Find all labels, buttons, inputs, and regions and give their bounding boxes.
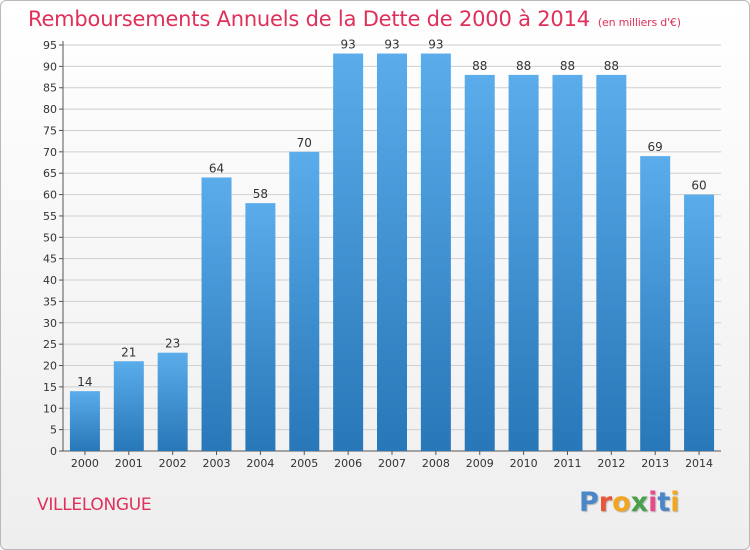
brand-logo-letter: P bbox=[579, 487, 599, 518]
y-tick-label: 75 bbox=[43, 124, 57, 137]
y-tick-label: 30 bbox=[43, 317, 57, 330]
bar-2000 bbox=[69, 391, 100, 451]
x-tick-label-2006: 2006 bbox=[334, 457, 362, 470]
x-tick-label-2005: 2005 bbox=[290, 457, 318, 470]
y-tick-label: 55 bbox=[43, 210, 57, 223]
x-tick-label-2000: 2000 bbox=[71, 457, 99, 470]
bar-2006 bbox=[333, 53, 364, 452]
y-tick-label: 50 bbox=[43, 231, 57, 244]
bar-2005 bbox=[289, 151, 320, 451]
x-tick-label-2012: 2012 bbox=[597, 457, 625, 470]
data-label-2003: 64 bbox=[209, 161, 224, 175]
y-tick-label: 95 bbox=[43, 39, 57, 52]
axes: 0 5 10 15 20 25 30 35 40 45 50 55 60 65 70 75 80 85 90 95 20… bbox=[43, 39, 721, 470]
y-tick-label: 45 bbox=[43, 253, 57, 266]
x-tick-label-2014: 2014 bbox=[685, 457, 713, 470]
data-label-2010: 88 bbox=[516, 59, 531, 73]
bar-2003 bbox=[201, 177, 232, 452]
data-label-2014: 60 bbox=[691, 179, 706, 193]
y-tick-label: 40 bbox=[43, 274, 57, 287]
y-tick-label: 20 bbox=[43, 360, 57, 373]
bar-2007 bbox=[377, 53, 407, 452]
bar-2011 bbox=[552, 74, 583, 452]
x-tick-label-2002: 2002 bbox=[159, 457, 187, 470]
y-tick-label: 70 bbox=[43, 146, 57, 159]
x-tick-label-2004: 2004 bbox=[246, 457, 274, 470]
y-tick-label: 80 bbox=[43, 103, 57, 116]
chart-title-text: Remboursements Annuels de la Dette de 20… bbox=[28, 7, 590, 31]
y-tick-label: 0 bbox=[50, 445, 57, 458]
y-tick-label: 25 bbox=[43, 338, 57, 351]
bar-2002 bbox=[157, 352, 188, 451]
data-label-2009: 88 bbox=[472, 59, 487, 73]
y-tick-label: 10 bbox=[43, 402, 57, 415]
chart-subtitle: (en milliers d'€) bbox=[597, 16, 681, 29]
data-labels: 14 21 23 64 58 70 93 93 93 88 88 88 88 69 60 bbox=[77, 38, 706, 390]
bar-2008 bbox=[420, 53, 451, 452]
bar-2014 bbox=[684, 194, 715, 451]
brand-logo-letter: t bbox=[657, 487, 671, 518]
data-label-2008: 93 bbox=[428, 38, 443, 52]
y-tick-label: 90 bbox=[43, 60, 57, 73]
brand-logo-letter: x bbox=[630, 487, 649, 518]
data-label-2004: 58 bbox=[253, 187, 268, 201]
data-label-2012: 88 bbox=[604, 59, 619, 73]
x-tick-label-2011: 2011 bbox=[553, 457, 581, 470]
bar-2013 bbox=[640, 156, 671, 451]
y-tick-label: 5 bbox=[50, 424, 57, 437]
brand-logo-letter: i bbox=[648, 487, 658, 518]
brand-logo: Proxiti bbox=[579, 487, 680, 518]
bar-2004 bbox=[245, 203, 276, 451]
data-label-2011: 88 bbox=[560, 59, 575, 73]
x-tick-label-2007: 2007 bbox=[378, 457, 406, 470]
y-tick-label: 60 bbox=[43, 189, 57, 202]
bar-2012 bbox=[596, 74, 627, 452]
x-tick-label-2001: 2001 bbox=[115, 457, 143, 470]
brand-logo-letter: i bbox=[670, 487, 680, 518]
x-tick-label-2008: 2008 bbox=[422, 457, 450, 470]
x-tick-label-2009: 2009 bbox=[466, 457, 494, 470]
data-label-2007: 93 bbox=[384, 38, 399, 52]
chart-title: Remboursements Annuels de la Dette de 20… bbox=[28, 7, 681, 31]
x-tick-label-2013: 2013 bbox=[641, 457, 669, 470]
y-tick-label: 85 bbox=[43, 82, 57, 95]
brand-logo-letter: r bbox=[598, 487, 613, 518]
y-tick-label: 35 bbox=[43, 295, 57, 308]
data-label-2002: 23 bbox=[165, 337, 180, 351]
bar-2009 bbox=[464, 74, 495, 452]
brand-logo-letter: o bbox=[612, 487, 631, 518]
data-label-2013: 69 bbox=[648, 140, 663, 154]
y-tick-label: 15 bbox=[43, 381, 57, 394]
bar-2001 bbox=[113, 361, 144, 451]
y-tick-label: 65 bbox=[43, 167, 57, 180]
data-label-2006: 93 bbox=[340, 38, 355, 52]
location-label: VILLELONGUE bbox=[37, 495, 152, 515]
data-label-2005: 70 bbox=[297, 136, 312, 150]
bar-2010 bbox=[508, 74, 539, 452]
data-label-2001: 21 bbox=[121, 345, 136, 359]
x-tick-label-2003: 2003 bbox=[203, 457, 231, 470]
x-tick-label-2010: 2010 bbox=[510, 457, 538, 470]
data-label-2000: 14 bbox=[77, 375, 92, 389]
bars bbox=[69, 53, 715, 452]
